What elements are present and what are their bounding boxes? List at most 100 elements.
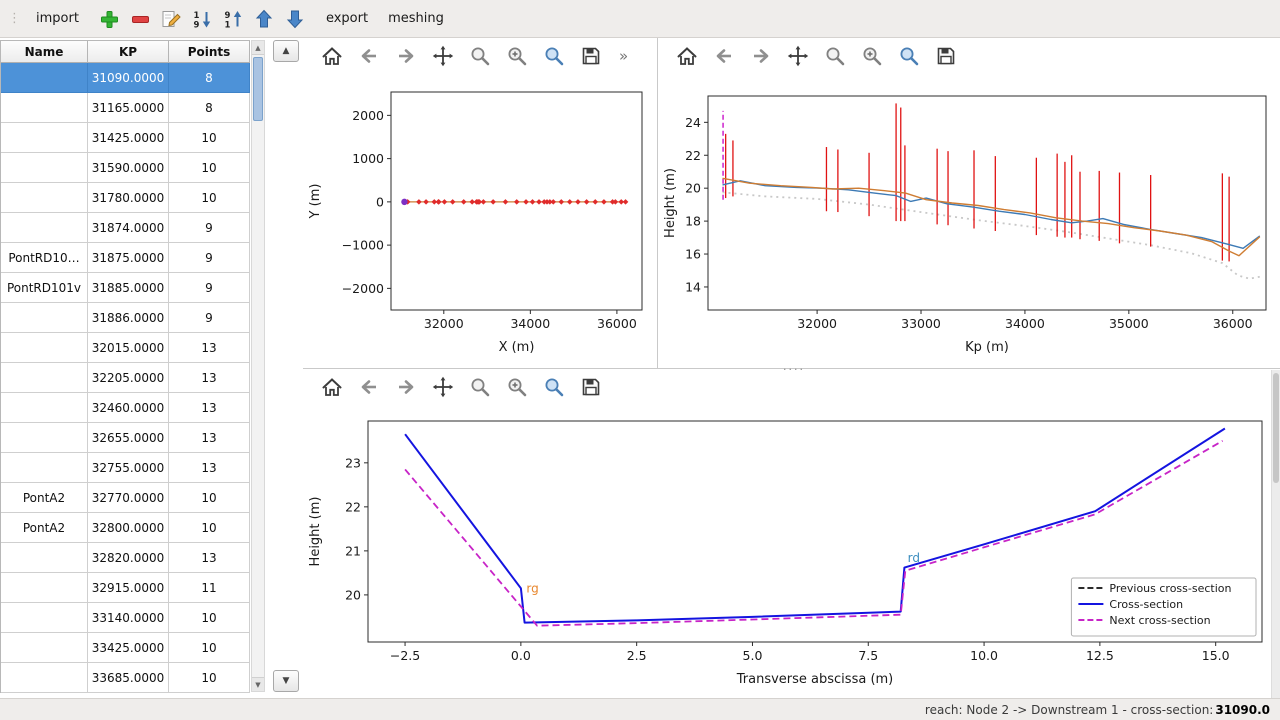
column-header-points[interactable]: Points <box>169 41 250 63</box>
scroll-down-arrow-icon[interactable]: ▼ <box>252 677 264 691</box>
points-cell[interactable]: 13 <box>169 393 250 423</box>
zoom-rect-button[interactable] <box>539 373 569 401</box>
kp-cell[interactable]: 31090.0000 <box>88 63 169 93</box>
forward-button[interactable] <box>391 42 421 70</box>
table-row[interactable]: 32820.0000 13 <box>1 543 250 573</box>
name-cell[interactable] <box>1 153 88 183</box>
column-header-kp[interactable]: KP <box>88 41 169 63</box>
kp-cell[interactable]: 31590.0000 <box>88 153 169 183</box>
kp-cell[interactable]: 32820.0000 <box>88 543 169 573</box>
pan-button[interactable] <box>428 373 458 401</box>
scrollbar-thumb[interactable] <box>253 57 263 121</box>
menu-export[interactable]: export <box>325 11 369 26</box>
table-row[interactable]: PontA2 32800.0000 10 <box>1 513 250 543</box>
table-row[interactable]: PontRD101v 31885.0000 9 <box>1 273 250 303</box>
name-cell[interactable] <box>1 93 88 123</box>
name-cell[interactable] <box>1 543 88 573</box>
move-down-button[interactable] <box>282 5 309 32</box>
points-cell[interactable]: 13 <box>169 333 250 363</box>
home-button[interactable] <box>672 42 702 70</box>
menu-import[interactable]: import <box>36 11 79 26</box>
points-cell[interactable]: 8 <box>169 63 250 93</box>
name-cell[interactable] <box>1 183 88 213</box>
kp-cell[interactable]: 33140.0000 <box>88 603 169 633</box>
points-cell[interactable]: 10 <box>169 603 250 633</box>
zoom-in-button[interactable] <box>502 42 532 70</box>
zoom-button[interactable] <box>465 373 495 401</box>
save-button[interactable] <box>576 373 606 401</box>
zoom-button[interactable] <box>820 42 850 70</box>
points-cell[interactable]: 10 <box>169 153 250 183</box>
points-cell[interactable]: 9 <box>169 303 250 333</box>
home-button[interactable] <box>317 373 347 401</box>
name-cell[interactable] <box>1 633 88 663</box>
pan-button[interactable] <box>783 42 813 70</box>
edit-button[interactable] <box>158 5 185 32</box>
save-button[interactable] <box>576 42 606 70</box>
table-row[interactable]: 32205.0000 13 <box>1 363 250 393</box>
splitter-handle[interactable]: ···· <box>783 363 805 376</box>
points-cell[interactable]: 10 <box>169 123 250 153</box>
name-cell[interactable]: PontA2 <box>1 483 88 513</box>
bottom-panel-scrollbar[interactable] <box>1271 370 1280 698</box>
points-cell[interactable]: 13 <box>169 423 250 453</box>
table-row[interactable]: PontA2 32770.0000 10 <box>1 483 250 513</box>
remove-button[interactable] <box>127 5 154 32</box>
kp-cell[interactable]: 32655.0000 <box>88 423 169 453</box>
points-cell[interactable]: 13 <box>169 363 250 393</box>
points-cell[interactable]: 13 <box>169 453 250 483</box>
cross-section-plot-canvas[interactable]: −2.5 0.0 2.5 5.0 7.5 10.0 12.5 15.0 20 21 22 23 Tran… <box>303 405 1278 698</box>
kp-cell[interactable]: 32800.0000 <box>88 513 169 543</box>
name-cell[interactable] <box>1 663 88 693</box>
panel-scroll-down-button[interactable]: ▼ <box>273 670 299 692</box>
name-cell[interactable] <box>1 213 88 243</box>
name-cell[interactable] <box>1 333 88 363</box>
table-row[interactable]: 31780.0000 10 <box>1 183 250 213</box>
zoom-rect-button[interactable] <box>539 42 569 70</box>
kp-cell[interactable]: 32770.0000 <box>88 483 169 513</box>
kp-cell[interactable]: 32015.0000 <box>88 333 169 363</box>
back-button[interactable] <box>709 42 739 70</box>
table-row[interactable]: 32460.0000 13 <box>1 393 250 423</box>
zoom-rect-button[interactable] <box>894 42 924 70</box>
table-row[interactable]: 32015.0000 13 <box>1 333 250 363</box>
points-cell[interactable]: 10 <box>169 633 250 663</box>
table-row[interactable]: 33425.0000 10 <box>1 633 250 663</box>
table-row[interactable]: 32915.0000 11 <box>1 573 250 603</box>
kp-cell[interactable]: 32755.0000 <box>88 453 169 483</box>
name-cell[interactable] <box>1 603 88 633</box>
table-scrollbar[interactable]: ▲ ▼ <box>251 40 265 692</box>
points-cell[interactable]: 9 <box>169 273 250 303</box>
points-cell[interactable]: 11 <box>169 573 250 603</box>
profile-plot-canvas[interactable]: 32000 33000 34000 35000 36000 14 16 18 20 22 24 Kp … <box>658 74 1276 367</box>
kp-cell[interactable]: 31780.0000 <box>88 183 169 213</box>
name-cell[interactable]: PontA2 <box>1 513 88 543</box>
table-row[interactable]: PontRD10… 31875.0000 9 <box>1 243 250 273</box>
table-row[interactable]: 33685.0000 10 <box>1 663 250 693</box>
table-row[interactable]: 31165.0000 8 <box>1 93 250 123</box>
home-button[interactable] <box>317 42 347 70</box>
pan-button[interactable] <box>428 42 458 70</box>
forward-button[interactable] <box>391 373 421 401</box>
table-row[interactable]: 31874.0000 9 <box>1 213 250 243</box>
menu-meshing[interactable]: meshing <box>388 11 444 26</box>
kp-cell[interactable]: 31885.0000 <box>88 273 169 303</box>
scroll-up-arrow-icon[interactable]: ▲ <box>252 41 264 55</box>
points-cell[interactable]: 10 <box>169 483 250 513</box>
kp-cell[interactable]: 33425.0000 <box>88 633 169 663</box>
toolbar-overflow-button[interactable]: » <box>619 47 629 65</box>
kp-cell[interactable]: 31874.0000 <box>88 213 169 243</box>
zoom-button[interactable] <box>465 42 495 70</box>
name-cell[interactable] <box>1 123 88 153</box>
table-row[interactable]: 31590.0000 10 <box>1 153 250 183</box>
back-button[interactable] <box>354 373 384 401</box>
name-cell[interactable] <box>1 393 88 423</box>
zoom-in-button[interactable] <box>502 373 532 401</box>
back-button[interactable] <box>354 42 384 70</box>
save-button[interactable] <box>931 42 961 70</box>
kp-cell[interactable]: 32205.0000 <box>88 363 169 393</box>
name-cell[interactable] <box>1 573 88 603</box>
name-cell[interactable]: PontRD101v <box>1 273 88 303</box>
kp-cell[interactable]: 32460.0000 <box>88 393 169 423</box>
